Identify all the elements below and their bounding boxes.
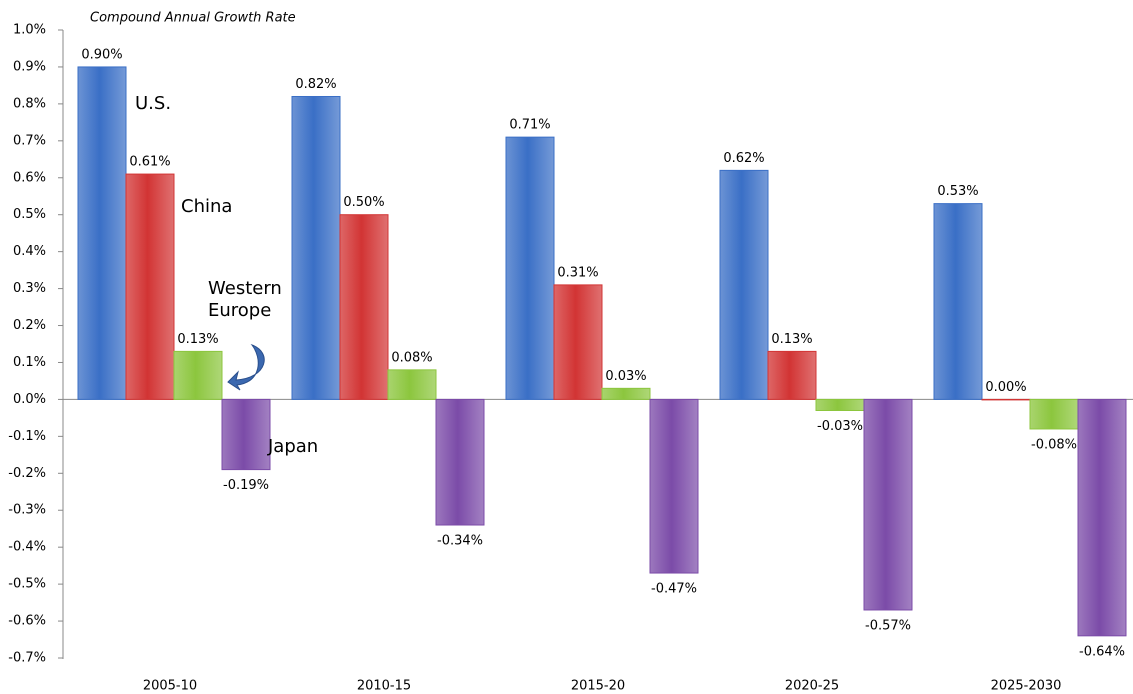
bar	[981, 398, 1031, 401]
y-tick-label: 0.2%	[13, 318, 46, 333]
bar	[221, 398, 271, 471]
y-tick-label: -0.4%	[8, 540, 46, 555]
data-label: 0.50%	[343, 195, 384, 210]
bar	[1077, 398, 1127, 637]
x-tick-label: 2005-10	[143, 679, 197, 694]
y-tick-label: -0.2%	[8, 466, 46, 481]
data-label: -0.64%	[1079, 644, 1125, 659]
y-tick-label: -0.3%	[8, 503, 46, 518]
data-label: -0.57%	[865, 618, 911, 633]
y-tick-label: 0.9%	[13, 59, 46, 74]
bar	[601, 387, 651, 400]
data-label: -0.08%	[1031, 437, 1077, 452]
y-tick-label: 0.0%	[13, 392, 46, 407]
data-label: 0.08%	[391, 350, 432, 365]
bar	[719, 169, 769, 400]
y-tick-label: 0.4%	[13, 244, 46, 259]
series-label: Japan	[268, 436, 319, 457]
bar	[173, 350, 223, 400]
x-tick-label: 2015-20	[571, 679, 625, 694]
series-label: Western Europe	[208, 278, 282, 321]
data-label: 0.61%	[129, 155, 170, 170]
data-label: 0.62%	[723, 151, 764, 166]
y-tick-label: -0.6%	[8, 614, 46, 629]
data-label: -0.47%	[651, 582, 697, 597]
bar	[815, 398, 865, 411]
x-tick-label: 2010-15	[357, 679, 411, 694]
data-label: 0.00%	[985, 380, 1026, 395]
x-tick-label: 2025-2030	[991, 679, 1062, 694]
bar	[77, 66, 127, 400]
bar	[505, 136, 555, 400]
bar	[387, 369, 437, 400]
y-tick-label: 0.8%	[13, 96, 46, 111]
bar	[553, 284, 603, 400]
bar	[1029, 398, 1079, 430]
data-label: -0.03%	[817, 419, 863, 434]
data-label: 0.13%	[771, 332, 812, 347]
bar	[649, 398, 699, 574]
bar	[933, 203, 983, 400]
y-tick-label: 0.5%	[13, 207, 46, 222]
bar	[125, 173, 175, 400]
data-label: 0.90%	[81, 47, 122, 62]
y-tick-label: 0.3%	[13, 281, 46, 296]
chart-title: Compound Annual Growth Rate	[90, 11, 296, 26]
series-label: U.S.	[135, 93, 172, 114]
bar	[291, 95, 341, 400]
data-label: -0.19%	[223, 478, 269, 493]
data-label: -0.34%	[437, 534, 483, 549]
series-label: China	[181, 196, 233, 217]
y-tick-label: 0.1%	[13, 355, 46, 370]
bar	[863, 398, 913, 611]
y-tick-label: 0.7%	[13, 133, 46, 148]
data-label: 0.13%	[177, 332, 218, 347]
data-label: 0.71%	[509, 118, 550, 133]
bar	[767, 350, 817, 400]
data-label: 0.53%	[937, 184, 978, 199]
bar	[435, 398, 485, 526]
data-label: 0.82%	[295, 77, 336, 92]
data-label: 0.31%	[557, 265, 598, 280]
y-tick-label: -0.7%	[8, 651, 46, 666]
bar	[339, 214, 389, 400]
pointer-arrow	[227, 343, 265, 391]
y-tick-label: -0.1%	[8, 429, 46, 444]
data-label: 0.03%	[605, 369, 646, 384]
y-tick-label: -0.5%	[8, 577, 46, 592]
y-tick-label: 1.0%	[13, 23, 46, 38]
y-tick-label: 0.6%	[13, 170, 46, 185]
x-tick-label: 2020-25	[785, 679, 839, 694]
